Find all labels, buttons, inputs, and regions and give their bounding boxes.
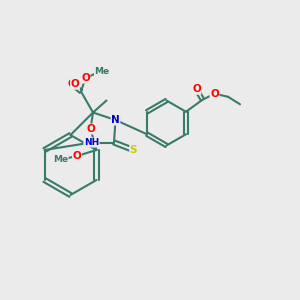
- Text: S: S: [130, 145, 137, 155]
- Text: O: O: [70, 79, 80, 89]
- Text: O: O: [86, 124, 95, 134]
- Text: Me: Me: [53, 154, 68, 164]
- Text: O: O: [68, 79, 76, 89]
- Text: N: N: [111, 115, 120, 125]
- Text: Me: Me: [94, 68, 110, 76]
- Text: NH: NH: [84, 138, 99, 147]
- Text: O: O: [210, 89, 219, 99]
- Text: O: O: [73, 151, 81, 161]
- Text: O: O: [81, 73, 90, 83]
- Text: O: O: [192, 84, 201, 94]
